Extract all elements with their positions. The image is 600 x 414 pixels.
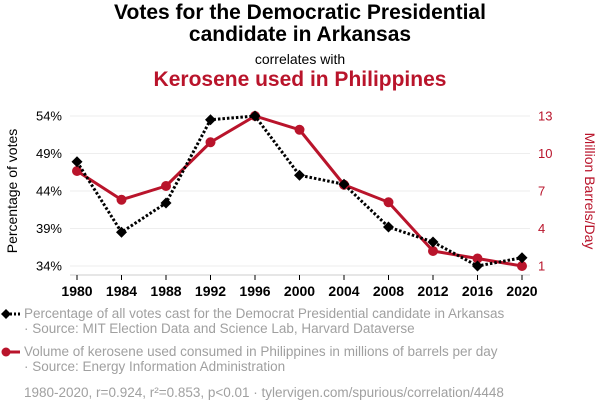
x-tick-label: 2020 xyxy=(506,283,537,299)
y-tick-label-left: 49% xyxy=(36,146,62,161)
x-tick-label: 2008 xyxy=(373,283,404,299)
chart-connector: correlates with xyxy=(254,51,346,67)
y-tick-label-left: 39% xyxy=(36,221,62,236)
gridlines xyxy=(70,115,530,267)
chart-title-secondary: Kerosene used in Philippines xyxy=(153,68,447,91)
data-point-kerosene xyxy=(161,181,171,191)
data-point-kerosene xyxy=(205,137,216,148)
x-tick-label: 1996 xyxy=(239,283,270,299)
data-point-votes xyxy=(71,156,83,168)
legend-item-votes: Percentage of all votes cast for the Dem… xyxy=(0,306,600,336)
series-layer xyxy=(71,110,528,272)
data-point-votes xyxy=(160,197,172,209)
data-point-kerosene xyxy=(72,166,82,176)
data-point-votes xyxy=(249,110,261,122)
x-tick-label: 1992 xyxy=(195,283,226,299)
y-tick-label-right: 13 xyxy=(538,109,552,124)
data-point-kerosene xyxy=(428,246,438,256)
data-point-votes xyxy=(427,236,439,248)
y-tick-label-left: 44% xyxy=(36,184,62,199)
y-axis-label-right: Million Barrels/Day xyxy=(582,133,598,250)
y-tick-label-left: 34% xyxy=(36,259,62,274)
data-point-votes xyxy=(205,114,216,126)
x-tick-label: 1980 xyxy=(61,283,92,299)
data-point-votes xyxy=(294,169,305,181)
data-point-votes xyxy=(116,226,127,238)
legend-source-kerosene: · Source: Energy Information Administrat… xyxy=(24,359,286,374)
data-point-kerosene xyxy=(116,194,127,205)
x-tick-label: 2000 xyxy=(284,283,315,299)
data-point-votes xyxy=(383,221,394,233)
legend-label-votes: Percentage of all votes cast for the Dem… xyxy=(24,306,505,321)
series-line-votes xyxy=(75,114,523,268)
legend-circle-solid-icon xyxy=(1,347,20,357)
y-tick-label-right: 1 xyxy=(538,259,545,274)
x-tick-label: 1984 xyxy=(106,283,137,299)
data-point-votes xyxy=(472,260,483,272)
legend-source-votes: · Source: MIT Election Data and Science … xyxy=(24,321,415,336)
legend-diamond-dotted-icon xyxy=(1,309,22,319)
footer-stats: 1980-2020, r=0.924, r²=0.853, p<0.01 · t… xyxy=(24,385,504,400)
data-point-kerosene xyxy=(472,253,483,264)
legend-label-kerosene: Volume of kerosene used consumed in Phil… xyxy=(24,344,498,359)
chart-svg: 54% 49% 44% 39% 34% 13 10 7 4 1 1980 1984 1988 1992 19… xyxy=(4,109,598,300)
y-axis-label-left: Percentage of votes xyxy=(4,129,20,254)
chart-title: Votes for the Democratic Presidential ca… xyxy=(0,2,600,46)
data-point-kerosene xyxy=(383,197,394,208)
y-tick-label-right: 7 xyxy=(538,184,545,199)
x-tick-label: 2012 xyxy=(417,283,448,299)
y-tick-label-right: 10 xyxy=(538,146,552,161)
legend: Percentage of all votes cast for the Dem… xyxy=(0,306,600,374)
x-tick-label: 2004 xyxy=(328,283,359,299)
y-tick-label-left: 54% xyxy=(36,109,62,124)
chart-title-line1: Votes for the Democratic Presidential xyxy=(114,1,486,24)
legend-item-kerosene: Volume of kerosene used consumed in Phil… xyxy=(0,344,600,374)
y-tick-label-right: 4 xyxy=(538,221,545,236)
axes: 54% 49% 44% 39% 34% 13 10 7 4 1 1980 1984 1988 1992 19… xyxy=(36,109,553,300)
data-point-kerosene xyxy=(517,261,527,271)
x-tick-label: 1988 xyxy=(150,283,181,299)
data-point-kerosene xyxy=(294,124,305,135)
data-point-votes xyxy=(338,178,350,190)
chart-title-line2: candidate in Arkansas xyxy=(188,23,412,46)
x-tick-label: 2016 xyxy=(462,283,493,299)
data-point-votes xyxy=(516,252,528,264)
